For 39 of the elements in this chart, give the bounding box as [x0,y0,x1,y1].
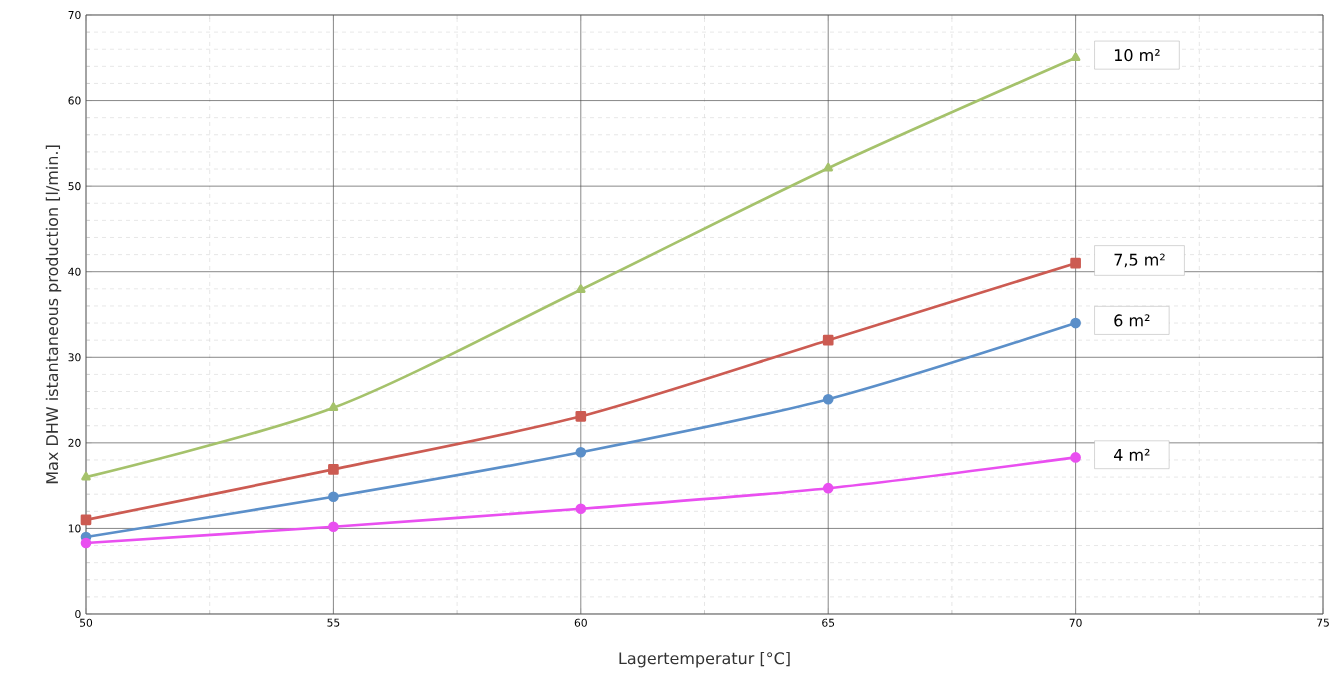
y-tick-label: 10 [68,524,81,533]
point [576,284,586,294]
x-tick-label: 55 [327,618,340,627]
point [328,491,339,503]
point [822,334,834,346]
x-tick-label: 50 [80,618,93,627]
point [81,471,91,481]
point [575,503,587,515]
y-tick-label: 60 [68,96,81,105]
x-tick-label: 60 [574,618,587,627]
y-axis-title: Max DHW istantaneous production [l/min.] [45,145,62,484]
text: 6 m² [1114,314,1150,327]
y-tick-label: 70 [68,10,81,20]
point [823,162,834,172]
x-tick-label: 70 [1069,618,1082,627]
point [1070,257,1081,269]
point [328,402,339,412]
point [822,393,834,405]
text: 10 m² [1114,49,1160,62]
y-tick-label: 40 [68,267,81,276]
point [822,482,834,494]
point [328,521,339,533]
point [575,410,587,422]
y-tick-label: 50 [68,182,81,191]
text: 4 m² [1113,448,1150,461]
point [575,446,587,458]
x-axis-title: Lagertemperatur [°C] [619,651,790,668]
y-tick-label: 0 [75,609,81,619]
point [1070,52,1081,62]
y-tick-label: 20 [68,438,81,447]
point [80,537,92,549]
point [80,514,92,526]
x-tick-label: 65 [822,618,835,627]
y-tick-label: 30 [68,353,81,362]
point [1070,452,1081,463]
point [1070,317,1081,329]
point [328,464,339,475]
text: 7,5 m² [1114,253,1165,268]
x-tick-label: 75 [1317,618,1329,627]
